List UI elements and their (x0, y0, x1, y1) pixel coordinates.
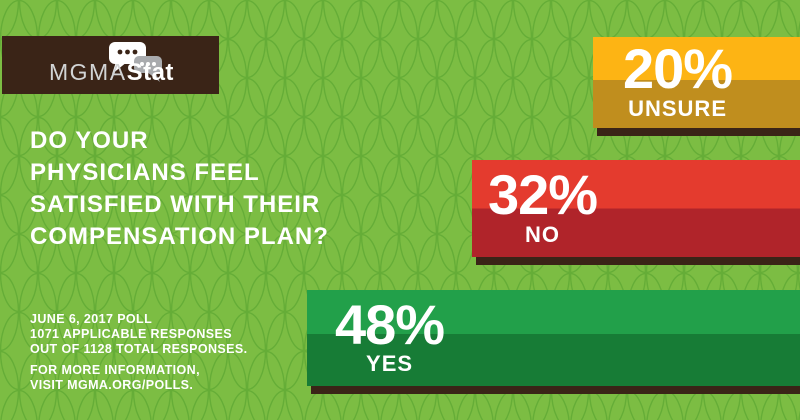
logo-brand-text: MGMA (49, 59, 127, 85)
bar-no-fill: 32% NO (472, 160, 800, 257)
bar-no-shadow (476, 257, 800, 265)
bar-no: 32% NO (472, 160, 800, 265)
bar-unsure: 20% UNSURE (593, 37, 800, 136)
logo-suffix-text: Stat (126, 59, 174, 86)
footnote-line: VISIT MGMA.ORG/POLLS. (30, 378, 194, 392)
bar-yes-value: 48% (335, 292, 445, 356)
question-line: COMPENSATION PLAN? (30, 223, 329, 250)
bar-no-text: 32% NO (488, 163, 598, 248)
more-info: FOR MORE INFORMATION, VISIT MGMA.ORG/POL… (30, 363, 248, 393)
footnote-line: JUNE 6, 2017 POLL (30, 312, 153, 326)
bar-unsure-text: 20% UNSURE (623, 37, 733, 122)
poll-details: JUNE 6, 2017 POLL 1071 APPLICABLE RESPON… (30, 312, 248, 357)
chat-bubbles-icon (109, 42, 162, 82)
bar-unsure-fill: 20% UNSURE (593, 37, 800, 128)
bar-no-label: NO (525, 221, 561, 247)
question-line: SATISFIED WITH THEIR (30, 191, 321, 218)
bar-yes: 48% YES (307, 290, 800, 394)
footnote-line: FOR MORE INFORMATION, (30, 363, 200, 377)
footnote-line: 1071 APPLICABLE RESPONSES (30, 327, 232, 341)
bar-no-value: 32% (488, 163, 598, 227)
poll-footnote: JUNE 6, 2017 POLL 1071 APPLICABLE RESPON… (30, 312, 248, 393)
bar-yes-label: YES (366, 351, 414, 377)
bar-yes-shadow (311, 386, 800, 394)
mgma-stat-logo: MGMA Stat (2, 36, 219, 94)
bar-unsure-value: 20% (623, 37, 733, 101)
bar-yes-text: 48% YES (335, 292, 445, 378)
logo-wordmark: MGMA Stat (49, 59, 174, 87)
question-line: PHYSICIANS FEEL (30, 159, 260, 186)
bar-unsure-shadow (597, 128, 800, 136)
footnote-line: OUT OF 1128 TOTAL RESPONSES. (30, 342, 248, 356)
poll-question: DO YOUR PHYSICIANS FEEL SATISFIED WITH T… (30, 125, 329, 253)
bar-unsure-label: UNSURE (628, 95, 727, 121)
question-line: DO YOUR (30, 127, 149, 154)
bar-yes-fill: 48% YES (307, 290, 800, 386)
